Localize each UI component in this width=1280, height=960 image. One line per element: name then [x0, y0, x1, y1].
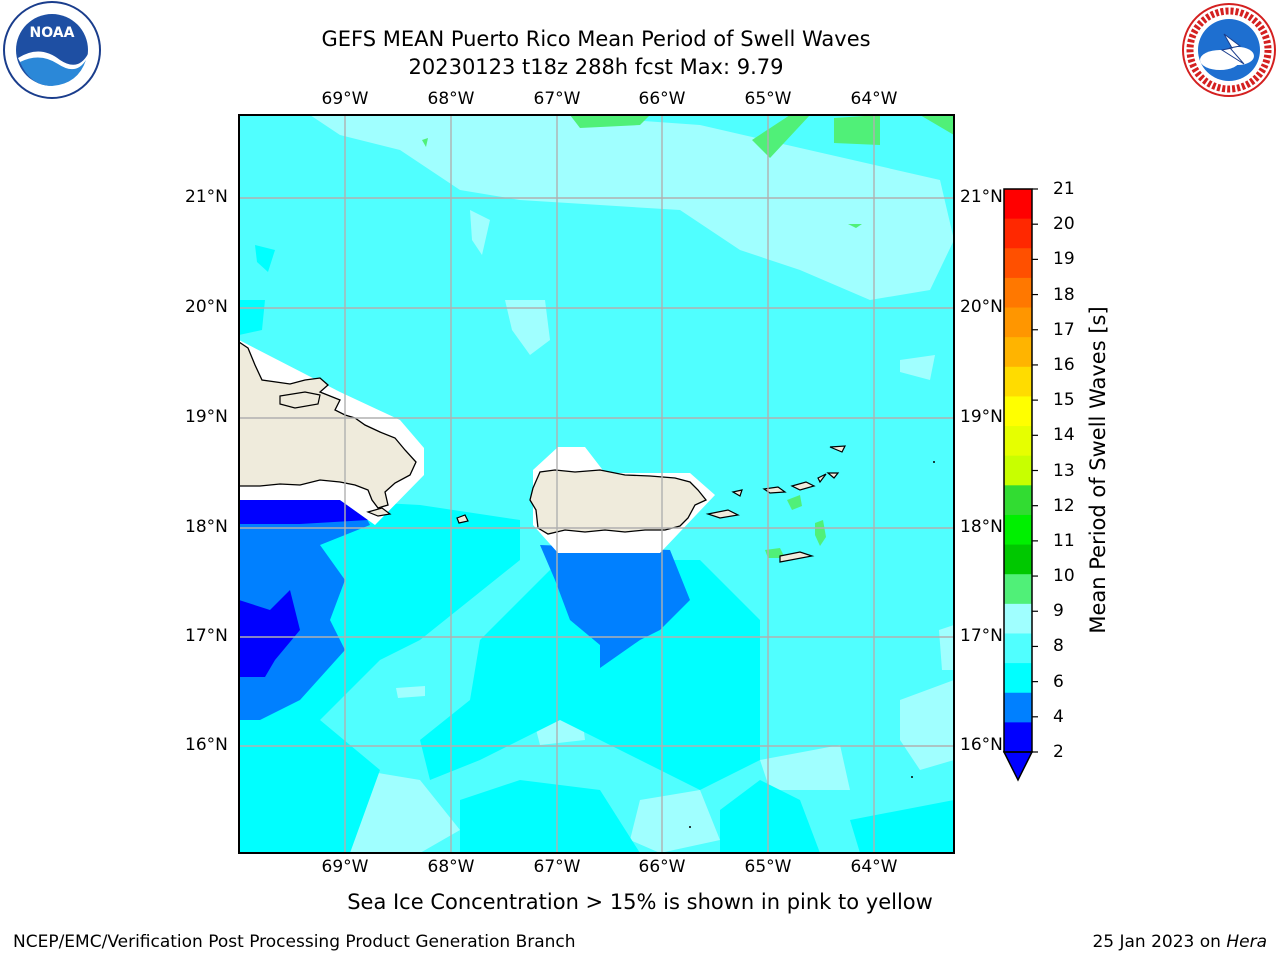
lon-label-bottom: 65°W	[744, 857, 792, 877]
colorbar-segment	[1004, 663, 1032, 694]
colorbar-segment	[1004, 722, 1032, 753]
colorbar-segment	[1004, 514, 1032, 546]
colorbar-tick-label: 11	[1053, 530, 1075, 551]
colorbar-segment	[1004, 455, 1032, 486]
lon-label-top: 68°W	[427, 89, 475, 109]
colorbar-tick-label: 4	[1053, 706, 1064, 727]
colorbar-tick-label: 8	[1053, 636, 1064, 657]
colorbar-segment	[1004, 277, 1032, 309]
map-title-line2: 20230123 t18z 288h fcst Max: 9.79	[408, 55, 784, 79]
anegada-island	[829, 445, 847, 453]
colorbar-segment	[1004, 574, 1032, 605]
colorbar-tick-label: 2	[1053, 742, 1064, 762]
lat-label-right: 20°N	[960, 297, 1003, 317]
colorbar-tick-label: 15	[1053, 390, 1075, 411]
lon-label-top: 65°W	[744, 89, 792, 109]
colorbar-segment	[1004, 218, 1032, 249]
saona-island	[366, 507, 392, 517]
lat-label-left: 17°N	[185, 626, 228, 646]
vieques-island	[705, 509, 740, 519]
tortola-island	[790, 481, 816, 491]
islet	[689, 826, 691, 828]
colorbar-tick-label: 18	[1053, 284, 1075, 305]
lat-label-left: 21°N	[185, 187, 228, 207]
islet	[826, 472, 840, 479]
noaa-logo: NOAA	[0, 0, 105, 105]
lat-label-left: 19°N	[185, 407, 228, 427]
lat-label-right: 21°N	[960, 187, 1003, 207]
colorbar-segment	[1004, 248, 1032, 279]
islet	[911, 776, 913, 778]
lon-label-bottom: 68°W	[427, 857, 475, 877]
tortuga-island	[279, 391, 321, 409]
footer-machine: Hera	[1226, 932, 1267, 952]
colorbar-segment	[1004, 337, 1032, 368]
colorbar-segment	[1004, 396, 1032, 427]
colorbar-tick-label: 10	[1053, 566, 1075, 587]
colorbar-segment	[1004, 603, 1032, 634]
lon-label-bottom: 67°W	[533, 857, 581, 877]
nws-logo	[1178, 0, 1280, 100]
mona-island	[456, 514, 469, 524]
colorbar-tick-label: 20	[1053, 214, 1075, 235]
colorbar-segment	[1004, 366, 1032, 397]
lat-label-right: 18°N	[960, 517, 1003, 537]
colorbar-tick-label: 16	[1053, 354, 1075, 375]
swell-9-10-areas	[422, 115, 954, 558]
st-croix-island	[779, 551, 815, 563]
islet	[933, 461, 935, 463]
lat-label-right: 19°N	[960, 407, 1003, 427]
colorbar-segment	[1004, 544, 1032, 575]
lon-label-top: 64°W	[850, 89, 898, 109]
colorbar-title: Mean Period of Swell Waves [s]	[1086, 306, 1110, 634]
lon-label-bottom: 66°W	[638, 857, 686, 877]
map-frame	[238, 114, 955, 854]
lat-label-right: 17°N	[960, 626, 1003, 646]
lon-label-top: 67°W	[533, 89, 581, 109]
colorbar-tick-label: 12	[1053, 495, 1075, 516]
colorbar-segment	[1004, 426, 1032, 457]
colorbar-segment	[1004, 692, 1032, 723]
colorbar-tick-label: 9	[1053, 601, 1064, 622]
lon-label-bottom: 64°W	[850, 857, 898, 877]
colorbar-segment	[1004, 189, 1032, 220]
footer-date-text: 25 Jan 2023 on	[1092, 932, 1227, 952]
colorbar-tick-label: 19	[1053, 249, 1075, 270]
colorbar-tick-label: 17	[1053, 319, 1075, 340]
footer-date: 25 Jan 2023 on Hera	[1092, 932, 1267, 952]
lat-label-left: 18°N	[185, 517, 228, 537]
lat-label-left: 20°N	[185, 297, 228, 317]
footer-branch: NCEP/EMC/Verification Post Processing Pr…	[13, 932, 576, 952]
colorbar-tick-label: 6	[1053, 671, 1064, 692]
swell-4-6-areas	[239, 245, 954, 853]
colorbar-segment	[1004, 633, 1032, 664]
lat-label-left: 16°N	[185, 735, 228, 755]
colorbar-tick-label: 21	[1053, 179, 1075, 199]
lon-label-top: 69°W	[321, 89, 369, 109]
lon-label-bottom: 69°W	[321, 857, 369, 877]
swell-below-2-areas	[239, 590, 300, 677]
colorbar-tick-label: 13	[1053, 460, 1075, 481]
lat-label-right: 16°N	[960, 735, 1003, 755]
lon-label-top: 66°W	[638, 89, 686, 109]
virgin-gorda-island	[817, 473, 827, 484]
map-title-line1: GEFS MEAN Puerto Rico Mean Period of Swe…	[321, 27, 871, 51]
colorbar-extend-arrow	[1002, 751, 1034, 782]
map-gridlines	[239, 115, 954, 853]
swell-below-2-areas	[239, 500, 368, 524]
sea-ice-note: Sea Ice Concentration > 15% is shown in …	[347, 890, 933, 914]
culebra-island	[731, 489, 743, 497]
hispaniola-land	[239, 341, 417, 509]
colorbar-segment	[1004, 307, 1032, 338]
colorbar-tick-label: 14	[1053, 425, 1075, 446]
colorbar-segment	[1004, 485, 1032, 516]
noaa-logo-text: NOAA	[30, 25, 75, 41]
colorbar-graphic	[1002, 188, 1038, 782]
